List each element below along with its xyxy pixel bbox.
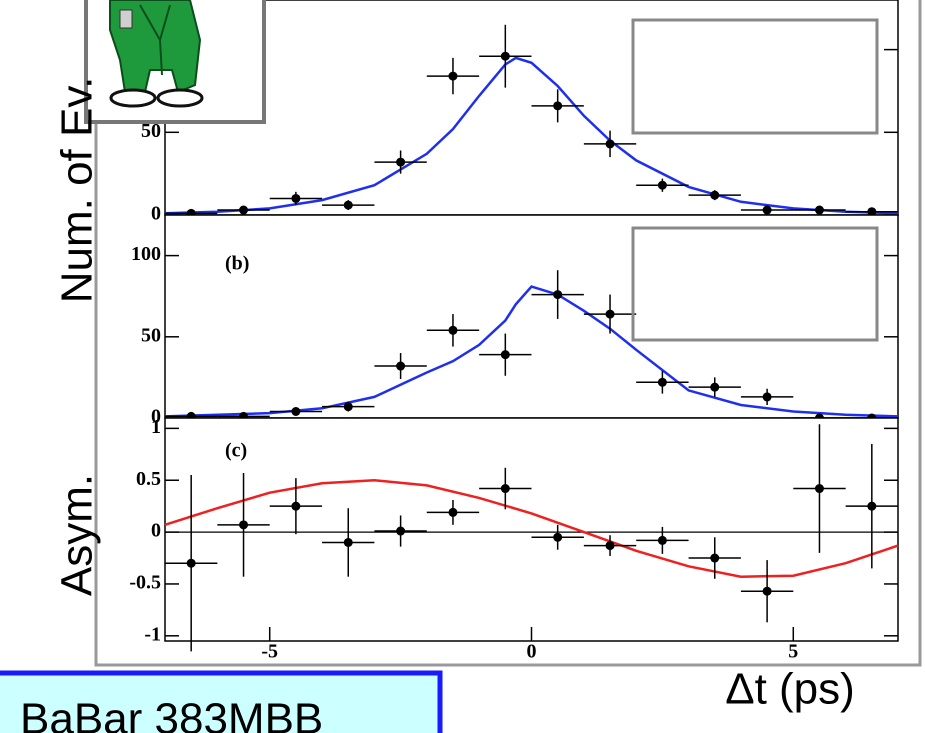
data-point <box>396 361 406 371</box>
y-tick-label: 100 <box>131 243 161 265</box>
legend-box <box>631 226 879 342</box>
data-point <box>553 532 563 542</box>
panel-frame <box>164 214 899 419</box>
data-point <box>762 392 772 402</box>
data-point <box>291 501 301 511</box>
data-point <box>448 325 458 335</box>
panel-label: (b) <box>225 253 249 275</box>
legend-box <box>631 18 879 135</box>
panel-frame <box>164 417 899 642</box>
data-point <box>291 193 301 203</box>
fit-curve <box>164 56 899 215</box>
data-point <box>553 290 563 300</box>
data-point <box>814 484 824 494</box>
data-point <box>657 180 667 190</box>
data-point <box>867 207 877 217</box>
y-tick-label: -1 <box>144 623 161 645</box>
data-point <box>867 501 877 511</box>
data-point <box>396 526 406 536</box>
data-point <box>186 558 196 568</box>
y-axis-label: Asym. <box>53 474 102 596</box>
data-point <box>657 377 667 387</box>
data-point <box>762 586 772 596</box>
panel-frame <box>164 0 899 216</box>
y-tick-label: 1 <box>151 416 161 438</box>
y-tick-label: 0.5 <box>136 468 161 490</box>
data-point <box>710 382 720 392</box>
data-point <box>605 541 615 551</box>
footer-text: BaBar 383MBB <box>20 695 323 733</box>
data-point <box>239 205 249 215</box>
x-tick-label: 0 <box>527 641 537 663</box>
x-axis-label: Δt (ps) <box>725 665 855 714</box>
x-tick-label: -5 <box>261 641 278 663</box>
data-point <box>343 402 353 412</box>
data-point <box>396 157 406 167</box>
cartoon <box>84 0 266 124</box>
data-point <box>343 537 353 547</box>
data-point <box>814 205 824 215</box>
footer-box <box>0 670 443 733</box>
data-point <box>448 507 458 517</box>
y-tick-label: 0 <box>151 520 161 542</box>
fit-curve <box>164 478 899 578</box>
data-point <box>605 309 615 319</box>
data-point <box>500 484 510 494</box>
data-point <box>500 51 510 61</box>
y-tick-label: -0.5 <box>129 572 161 594</box>
data-point <box>500 350 510 360</box>
y-tick-label: 50 <box>141 120 161 142</box>
y-tick-label: 0 <box>151 203 161 225</box>
y-tick-label: 50 <box>141 324 161 346</box>
x-tick-label: 5 <box>788 641 798 663</box>
y-axis-label: Num. of Ev. <box>53 77 102 304</box>
data-point <box>239 520 249 530</box>
y-tick-label: 0 <box>151 406 161 428</box>
data-point <box>291 407 301 417</box>
data-point <box>762 205 772 215</box>
data-point <box>553 101 563 111</box>
panel-label: (c) <box>225 440 247 462</box>
overlay: Num. of Ev. Asym. Δt (ps) BaBar 383MBB <box>0 0 879 733</box>
data-point <box>657 535 667 545</box>
data-point <box>710 190 720 200</box>
data-point <box>605 139 615 149</box>
data-point <box>448 71 458 81</box>
data-point <box>710 553 720 563</box>
data-point <box>343 200 353 210</box>
